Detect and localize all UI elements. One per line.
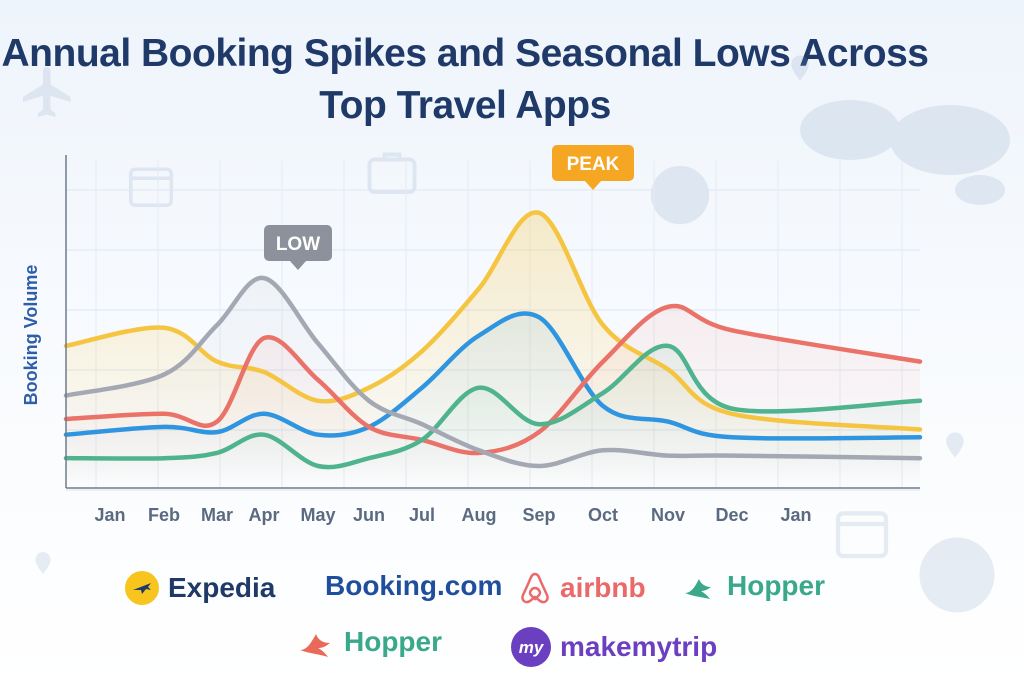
x-tick-label: Apr xyxy=(249,505,280,525)
legend-logo-expedia: Expedia xyxy=(124,570,275,606)
svg-text:my: my xyxy=(519,638,545,657)
suitcase-icon xyxy=(367,152,417,194)
chart-annotations: LOW PEAK xyxy=(264,145,634,270)
beach-ball-icon xyxy=(650,165,710,225)
map-pin-icon xyxy=(35,552,51,574)
x-tick-label: Nov xyxy=(651,505,685,525)
legend-logo-label: Hopper xyxy=(344,626,442,657)
legend-logo-airbnb: airbnb xyxy=(518,570,646,606)
expedia-logo-icon xyxy=(124,570,160,606)
legend-logo-label: Hopper xyxy=(727,570,825,601)
map-pin-icon xyxy=(791,55,809,81)
map-pin-icon xyxy=(946,432,964,458)
x-tick-label: Jan xyxy=(780,505,811,525)
legend-logo-hopper: Hopper xyxy=(681,570,825,602)
legend-logo-makemytrip: my makemytrip xyxy=(510,626,717,668)
x-tick-label: Jun xyxy=(353,505,385,525)
legend-logo-label: makemytrip xyxy=(560,631,718,662)
annotation-label: PEAK xyxy=(567,154,620,175)
airplane-icon xyxy=(23,67,71,117)
x-tick-label: May xyxy=(300,505,335,525)
chart-axes xyxy=(65,155,920,489)
series-area-makemytrip xyxy=(66,277,920,488)
legend-logo-label: airbnb xyxy=(560,572,646,603)
hopper-logo-icon xyxy=(681,571,719,601)
x-tick-labels: Jan Feb Mar Apr May Jun Jul Aug Sep Oct Nov Dec Jan xyxy=(94,505,811,525)
globe-icon xyxy=(919,537,995,613)
airbnb-logo-icon xyxy=(518,570,552,606)
annotation-low: LOW xyxy=(264,225,332,270)
chart-lines xyxy=(63,210,923,470)
legend-logo-hopper: Hopper xyxy=(296,626,442,658)
hopper-logo-icon xyxy=(296,626,336,658)
x-tick-label: Feb xyxy=(148,505,180,525)
x-tick-label: Jul xyxy=(409,505,435,525)
series-line-hopper xyxy=(63,343,923,470)
series-line-makemytrip xyxy=(63,275,923,469)
calendar-icon xyxy=(835,511,889,559)
calendar-icon xyxy=(128,167,174,208)
x-tick-label: Dec xyxy=(715,505,748,525)
series-line-bookingcom xyxy=(63,311,923,441)
x-tick-label: Mar xyxy=(201,505,233,525)
x-tick-label: Aug xyxy=(462,505,497,525)
series-line-airbnb xyxy=(63,303,923,456)
makemytrip-logo-icon: my xyxy=(510,626,552,668)
annotation-label: LOW xyxy=(276,234,320,255)
y-axis-label: Booking Volume xyxy=(21,265,41,406)
legend-logo-label: Booking.com xyxy=(325,570,503,601)
x-tick-label: Sep xyxy=(522,505,555,525)
chart-title: Annual Booking Spikes and Seasonal Lows … xyxy=(1,32,929,127)
legend-logo-bookingcom: Booking.com xyxy=(325,570,502,602)
x-tick-label: Oct xyxy=(588,505,618,525)
x-tick-label: Jan xyxy=(94,505,125,525)
world-map-icon xyxy=(800,100,1010,205)
annotation-peak: PEAK xyxy=(552,145,634,190)
series-line-expedia xyxy=(63,210,923,432)
legend-logo-label: Expedia xyxy=(168,572,276,603)
